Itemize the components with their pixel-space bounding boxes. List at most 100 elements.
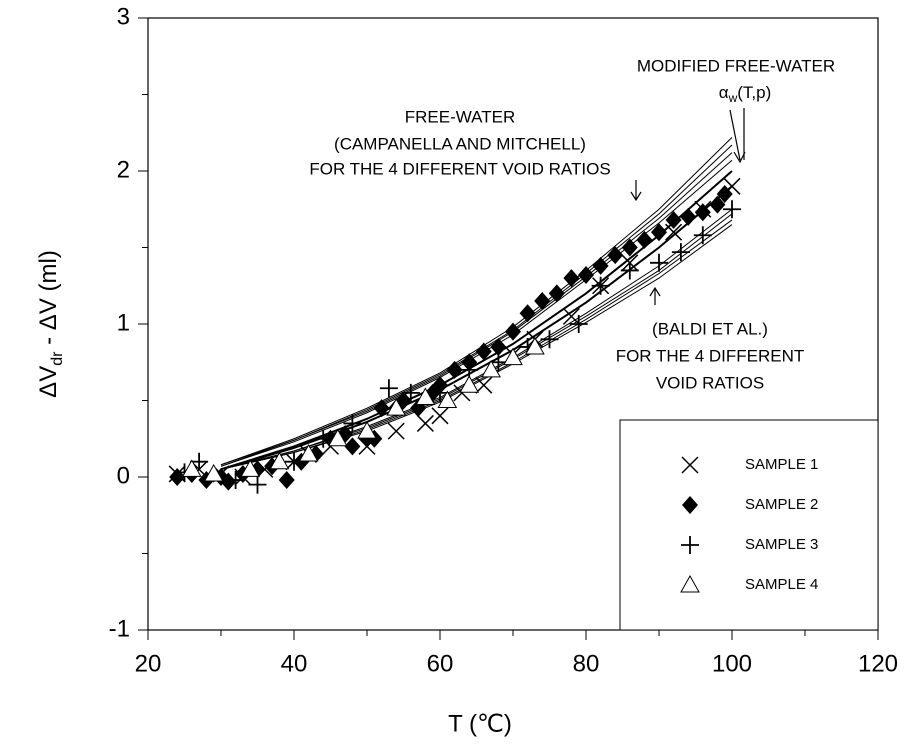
marker-plus: [248, 475, 267, 494]
marker-triangle: [181, 459, 202, 477]
y-tick-label: 3: [117, 3, 130, 30]
marker-plus: [343, 414, 362, 433]
marker-triangle: [357, 421, 377, 439]
curve: [220, 136, 733, 466]
marker-plus: [591, 276, 610, 295]
marker-triangle: [415, 387, 436, 405]
marker-x: [665, 223, 683, 241]
y-label-part: ΔV: [35, 366, 62, 398]
legend-label: SAMPLE 2: [745, 496, 818, 513]
y-tick-label: 2: [117, 156, 130, 183]
marker-diamond: [534, 292, 551, 311]
marker-triangle: [269, 451, 290, 470]
marker-plus: [314, 429, 333, 448]
marker-plus: [723, 200, 741, 219]
marker-diamond: [505, 322, 521, 341]
marker-triangle: [240, 459, 261, 477]
marker-diamond: [607, 246, 624, 265]
marker-diamond: [344, 437, 361, 456]
marker-plus: [681, 536, 699, 554]
marker-diamond: [665, 210, 682, 229]
marker-plus: [671, 243, 690, 262]
x-tick-label: 20: [135, 650, 162, 677]
marker-triangle: [680, 574, 700, 593]
annotation: (BALDI ET AL.): [652, 319, 768, 338]
marker-diamond: [519, 304, 536, 323]
marker-triangle: [298, 444, 319, 462]
marker-diamond: [592, 256, 609, 275]
arrow: [649, 286, 661, 305]
marker-diamond: [490, 337, 507, 356]
x-tick-label: 80: [573, 650, 600, 677]
y-tick-label: -1: [109, 615, 130, 642]
marker-x: [431, 407, 449, 425]
curve: [220, 159, 733, 467]
marker-plus: [650, 253, 668, 272]
marker-diamond: [278, 471, 295, 490]
x-tick-label: 120: [858, 650, 898, 677]
x-tick-label: 60: [427, 650, 454, 677]
annotation: FOR THE 4 DIFFERENT VOID RATIOS: [309, 159, 610, 178]
arrow: [630, 180, 642, 202]
marker-diamond: [446, 360, 463, 379]
annotation: VOID RATIOS: [656, 373, 764, 392]
symbol-label: αw(T,p): [719, 83, 772, 105]
marker-plus: [285, 452, 303, 471]
annotation: FOR THE 4 DIFFERENT: [616, 346, 805, 365]
annotation: (CAMPANELLA AND MITCHELL): [334, 134, 586, 153]
marker-triangle: [503, 347, 523, 366]
marker-diamond: [709, 195, 726, 214]
marker-diamond: [694, 203, 711, 222]
symbol-part: (T,p): [737, 83, 771, 102]
y-tick-label: 0: [117, 462, 130, 489]
marker-triangle: [386, 398, 407, 416]
marker-triangle: [525, 336, 545, 355]
legend-label: SAMPLE 3: [745, 536, 818, 553]
x-tick-label: 40: [281, 650, 308, 677]
x-axis-label: T (℃): [448, 710, 512, 737]
annotation: FREE-WATER: [405, 107, 516, 126]
marker-triangle: [481, 359, 501, 378]
marker-x: [681, 456, 699, 474]
y-tick-label: 1: [117, 309, 130, 336]
marker-x: [387, 422, 405, 440]
marker-plus: [540, 330, 559, 349]
legend-label: SAMPLE 4: [745, 576, 818, 593]
marker-diamond: [475, 342, 492, 361]
legend-box: [619, 419, 879, 631]
arrow: [729, 109, 746, 164]
annotation: MODIFIED FREE-WATER: [637, 56, 835, 75]
y-label-sub: dr: [49, 351, 66, 366]
marker-triangle: [327, 428, 348, 447]
marker-x: [562, 307, 580, 325]
marker-plus: [569, 315, 588, 333]
marker-x: [416, 414, 434, 432]
marker-plus: [620, 261, 639, 280]
marker-x: [475, 376, 493, 394]
x-tick-label: 100: [712, 650, 752, 677]
marker-diamond: [169, 468, 186, 486]
curve: [220, 213, 733, 470]
marker-plus: [226, 471, 245, 490]
marker-plus: [401, 383, 420, 402]
symbol-part: α: [719, 83, 729, 102]
y-axis-label: ΔVdr - ΔV (ml): [35, 250, 66, 398]
marker-diamond: [548, 284, 565, 303]
symbol-sub: w: [728, 91, 738, 105]
marker-diamond: [651, 223, 667, 242]
marker-diamond: [220, 472, 237, 491]
marker-triangle: [437, 390, 458, 408]
marker-diamond: [621, 238, 638, 257]
marker-triangle: [459, 375, 480, 393]
marker-diamond: [682, 496, 698, 514]
arrows: [630, 108, 746, 305]
marker-plus: [693, 226, 712, 245]
y-label-part: - ΔV (ml): [35, 250, 62, 351]
marker-diamond: [373, 399, 390, 418]
marker-triangle: [203, 463, 224, 482]
curve: [220, 152, 733, 467]
marker-diamond: [578, 266, 594, 285]
marker-diamond: [680, 207, 697, 226]
marker-diamond: [636, 230, 653, 249]
